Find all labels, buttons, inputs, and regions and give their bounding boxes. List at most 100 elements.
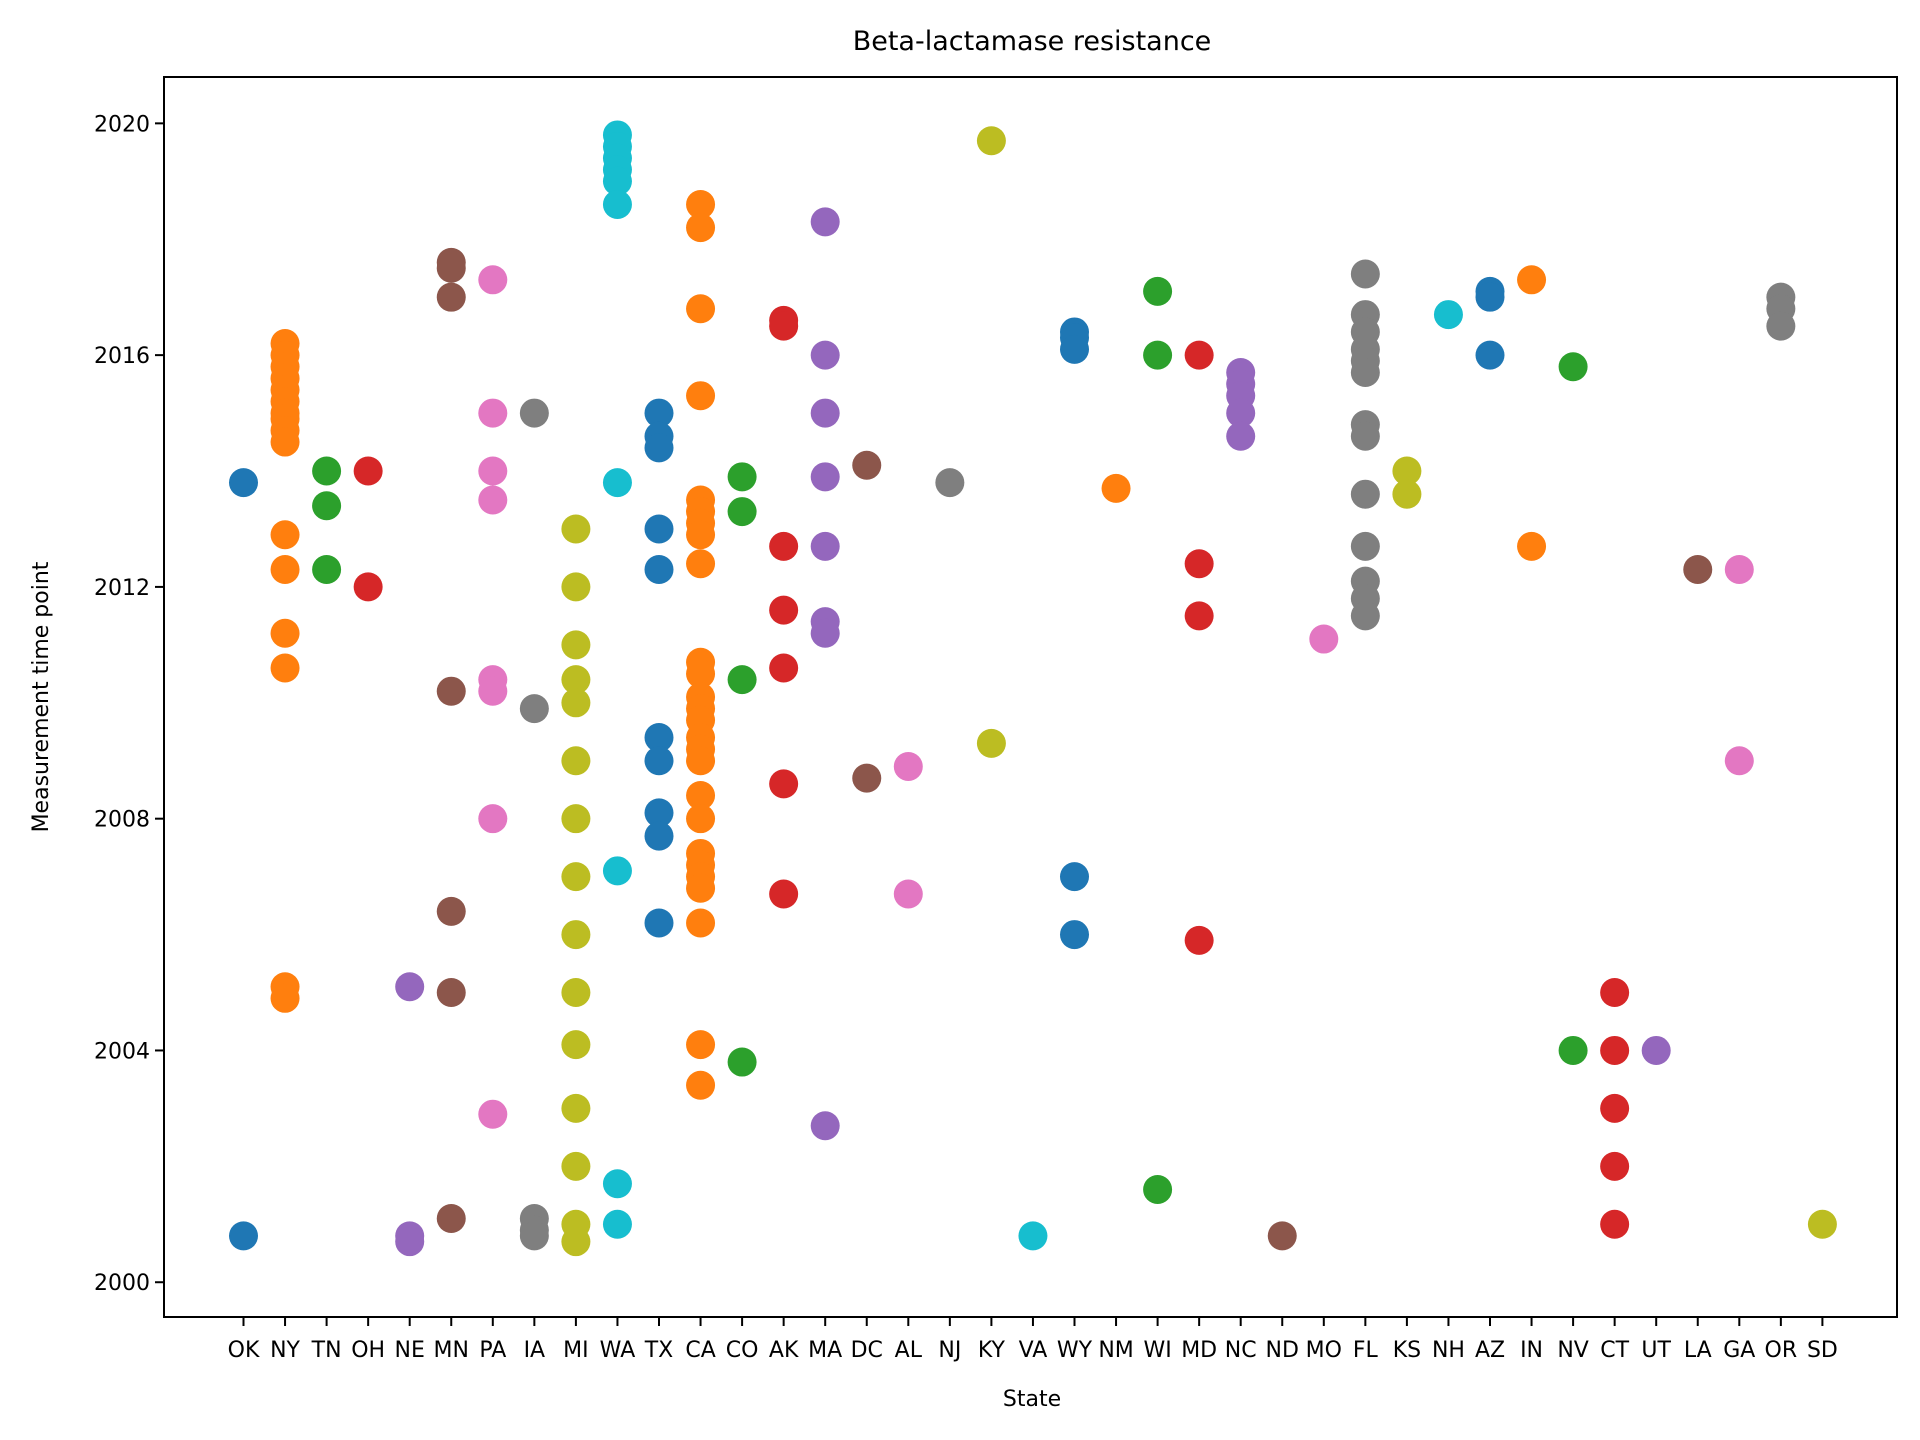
x-tick-label: NY [270,1338,300,1363]
x-tick-label: CA [685,1338,715,1363]
data-point [810,531,840,561]
y-tick-label: 2016 [94,344,150,369]
data-point [270,520,300,550]
data-point [686,873,716,903]
data-point [478,485,508,515]
data-point [1392,456,1422,486]
data-point [478,265,508,295]
data-point [686,213,716,243]
data-point [686,381,716,411]
x-tick-label: PA [479,1338,506,1363]
data-point [644,746,674,776]
x-tick-label: OR [1765,1338,1798,1363]
data-point [810,340,840,370]
data-point [1060,920,1089,950]
data-point [1724,746,1754,776]
data-point [270,653,300,683]
data-point [1350,358,1380,388]
x-tick-label: IA [524,1338,546,1363]
data-point [686,781,716,811]
data-point [602,1169,632,1199]
data-point [1641,1035,1671,1065]
data-point [436,896,466,926]
data-point [686,520,716,550]
data-point [769,769,799,799]
data-point [561,1151,591,1181]
data-point [976,728,1006,758]
plot-frame [163,76,1898,1318]
data-point [602,1209,632,1239]
data-point [1600,978,1630,1008]
data-point [810,207,840,237]
data-point [1350,259,1380,289]
data-point [1226,398,1256,428]
data-point [1433,300,1463,330]
data-point [686,746,716,776]
points-layer [229,120,1837,1257]
data-point [561,665,591,695]
x-tick-label: AL [895,1338,923,1363]
x-tick-label: ND [1266,1338,1299,1363]
data-point [602,468,632,498]
data-point [1392,479,1422,509]
data-point [727,462,757,492]
y-tick-label: 2012 [94,576,150,601]
data-point [1350,421,1380,451]
data-point [312,456,342,486]
y-tick-label: 2020 [94,112,150,137]
x-tick-label: MN [434,1338,469,1363]
x-axis: OK NY TN OH NE MN PA IA MI WA TX CA CO AK MA DC AL NJ KY VA… [228,1317,1838,1363]
data-point [561,1093,591,1123]
x-tick-label: VA [1019,1338,1048,1363]
x-tick-label: IN [1520,1338,1543,1363]
data-point [1060,334,1089,364]
chart-title: Beta-lactamase resistance [853,26,1212,57]
data-point [602,166,632,196]
data-point [644,723,674,753]
data-point [1184,925,1214,955]
data-point [1184,340,1214,370]
data-point [478,804,508,834]
data-point [935,468,965,498]
data-point [686,908,716,938]
data-point [561,920,591,950]
data-point [686,549,716,579]
data-point [1267,1221,1297,1251]
data-point [769,531,799,561]
data-point [436,978,466,1008]
x-tick-label: UT [1641,1338,1671,1363]
data-point [1600,1093,1630,1123]
data-point [1517,265,1547,295]
data-point [478,398,508,428]
data-point [727,665,757,695]
x-tick-label: AZ [1475,1338,1505,1363]
data-point [270,618,300,648]
data-point [312,491,342,521]
data-point [686,1070,716,1100]
x-tick-label: NE [395,1338,425,1363]
data-point [1350,601,1380,631]
data-point [1475,282,1505,312]
data-point [1184,601,1214,631]
x-tick-label: GA [1723,1338,1755,1363]
x-tick-label: NV [1557,1338,1589,1363]
x-tick-label: OK [228,1338,260,1363]
data-point [561,572,591,602]
data-point [810,618,840,648]
data-point [686,659,716,689]
data-point [1143,1175,1173,1205]
x-tick-label: MA [808,1338,842,1363]
data-point [810,462,840,492]
x-tick-label: NH [1432,1338,1465,1363]
y-axis-label: Measurement time point [29,561,54,832]
data-point [644,821,674,851]
data-point [1018,1221,1048,1251]
x-tick-label: NJ [938,1338,961,1363]
data-point [644,398,674,428]
data-point [1600,1209,1630,1239]
data-point [478,676,508,706]
y-tick-label: 2000 [94,1271,150,1296]
y-axis: 2000 2004 2008 2012 2016 2020 [94,112,164,1296]
y-tick-label: 2004 [94,1039,150,1064]
data-point [1350,531,1380,561]
